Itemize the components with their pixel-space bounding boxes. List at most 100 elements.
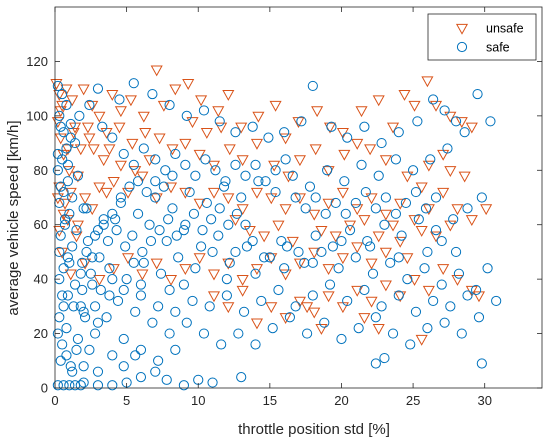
legend-marker-safe	[456, 41, 468, 53]
safe-point	[111, 225, 122, 236]
safe-point	[385, 257, 396, 268]
unsafe-point	[336, 187, 349, 199]
safe-point	[240, 170, 251, 181]
safe-point	[327, 241, 338, 252]
legend-label-unsafe: unsafe	[486, 22, 524, 36]
safe-point	[280, 154, 291, 165]
unsafe-point	[70, 231, 83, 243]
unsafe-point	[293, 258, 306, 270]
unsafe-point	[236, 285, 249, 297]
unsafe-point	[379, 155, 392, 167]
unsafe-point	[472, 291, 486, 303]
safe-point	[456, 328, 467, 339]
safe-point	[52, 165, 63, 176]
axes	[54, 6, 543, 389]
safe-point	[62, 159, 73, 170]
safe-point	[154, 225, 165, 236]
safe-point	[52, 80, 63, 92]
safe-point	[98, 219, 109, 230]
unsafe-point	[157, 100, 170, 112]
safe-point	[153, 355, 164, 366]
unsafe-point	[408, 100, 421, 112]
safe-point	[485, 116, 496, 127]
safe-point	[342, 295, 353, 307]
unsafe-point	[129, 166, 142, 178]
safe-point	[120, 241, 131, 252]
unsafe-point	[164, 275, 178, 286]
unsafe-point	[451, 204, 464, 216]
safe-point	[356, 159, 367, 170]
x-tick-label: 15	[263, 393, 277, 408]
unsafe-point	[122, 253, 135, 265]
safe-point	[130, 350, 141, 361]
safe-point	[224, 257, 235, 268]
safe-point	[430, 225, 442, 236]
safe-point	[407, 165, 419, 176]
unsafe-point	[58, 198, 72, 210]
safe-point	[57, 88, 68, 100]
unsafe-point	[122, 187, 135, 199]
safe-point	[376, 137, 387, 149]
safe-point	[310, 230, 321, 241]
safe-point	[77, 257, 88, 268]
safe-point	[197, 225, 208, 236]
safe-point	[259, 252, 270, 263]
safe-point	[316, 246, 327, 258]
safe-point	[62, 176, 73, 187]
safe-point	[472, 88, 483, 100]
safe-point	[135, 344, 147, 355]
safe-point	[75, 380, 86, 391]
unsafe-point	[269, 100, 282, 112]
safe-point	[75, 268, 86, 279]
safe-point	[150, 192, 161, 203]
safe-point	[92, 317, 104, 328]
unsafe-point	[444, 166, 457, 178]
safe-point	[135, 290, 147, 301]
unsafe-point	[64, 269, 77, 281]
safe-point	[118, 284, 129, 296]
safe-point	[233, 328, 244, 339]
unsafe-point	[250, 138, 264, 150]
safe-point	[52, 380, 63, 391]
unsafe-point	[351, 138, 364, 150]
safe-point	[187, 295, 198, 307]
unsafe-point	[455, 117, 468, 129]
safe-point	[448, 214, 459, 225]
safe-point	[380, 192, 391, 203]
safe-point	[115, 192, 126, 203]
x-axis-label: throttle position std [%]	[238, 421, 390, 438]
safe-point	[110, 214, 121, 225]
safe-point	[71, 344, 82, 355]
unsafe-point	[179, 264, 192, 276]
safe-point	[482, 263, 493, 274]
unsafe-point	[401, 253, 414, 265]
unsafe-point	[74, 144, 87, 156]
safe-point	[107, 380, 118, 391]
safe-point	[439, 317, 450, 328]
safe-point	[138, 257, 149, 268]
safe-point	[62, 290, 73, 301]
safe-point	[155, 268, 167, 279]
unsafe-point	[179, 138, 192, 150]
safe-point	[419, 263, 430, 274]
unsafe-point	[386, 122, 400, 134]
safe-point	[310, 192, 321, 203]
safe-point	[330, 197, 341, 209]
safe-point	[181, 110, 192, 121]
safe-point	[170, 148, 181, 160]
unsafe-point	[113, 122, 126, 134]
safe-point	[87, 279, 98, 290]
unsafe-point	[77, 84, 90, 96]
legend-box	[427, 13, 537, 61]
safe-point	[75, 301, 86, 312]
unsafe-point	[379, 247, 392, 259]
safe-point	[61, 323, 72, 334]
unsafe-point	[153, 133, 166, 145]
unsafe-point	[401, 171, 414, 183]
unsafe-point	[54, 133, 67, 145]
unsafe-point	[422, 160, 435, 172]
safe-point	[445, 301, 456, 312]
safe-point	[67, 366, 78, 377]
unsafe-point	[444, 111, 457, 123]
safe-point	[402, 274, 413, 285]
